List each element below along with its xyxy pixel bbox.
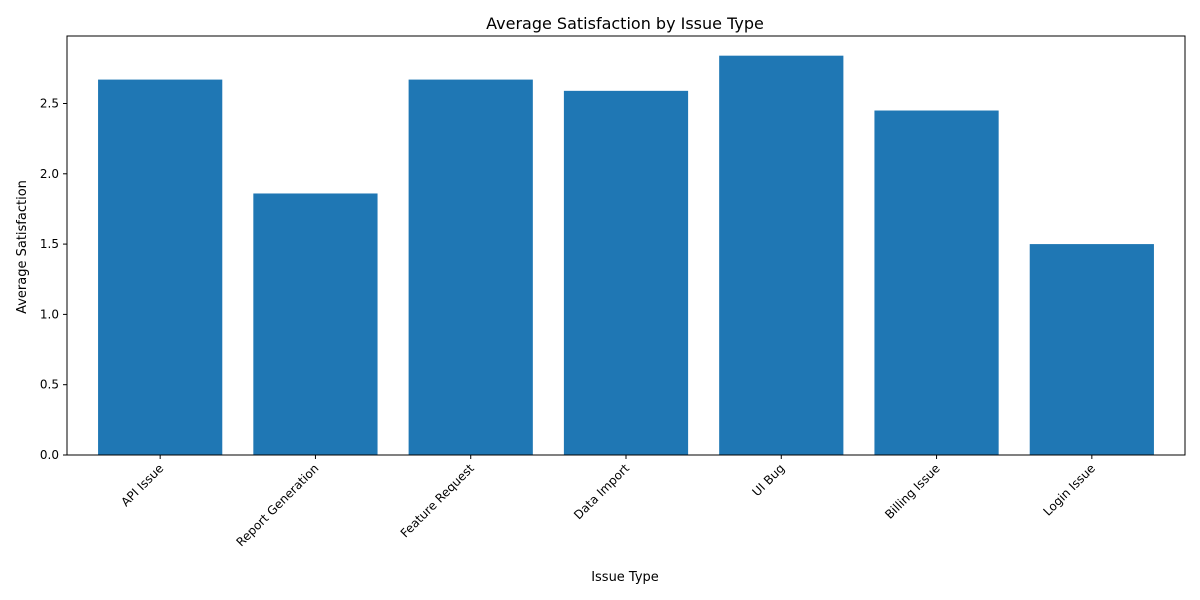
bar [563,90,689,455]
x-axis-label: Issue Type [591,570,659,585]
y-tick-label: 1.0 [40,307,59,321]
bar [874,110,999,456]
bar [719,55,844,456]
y-tick-label: 0.0 [40,448,59,462]
bar [1029,244,1154,455]
y-tick-label: 2.0 [40,167,59,181]
bar [98,79,223,455]
plot-frame [66,35,1186,456]
y-tick-label: 1.5 [40,237,59,251]
y-tick-label: 2.5 [40,96,59,110]
bar [253,193,378,456]
y-tick-label: 0.5 [40,378,59,392]
y-axis-label: Average Satisfaction [15,180,30,314]
chart-title: Average Satisfaction by Issue Type [486,14,764,33]
bar [408,79,533,455]
